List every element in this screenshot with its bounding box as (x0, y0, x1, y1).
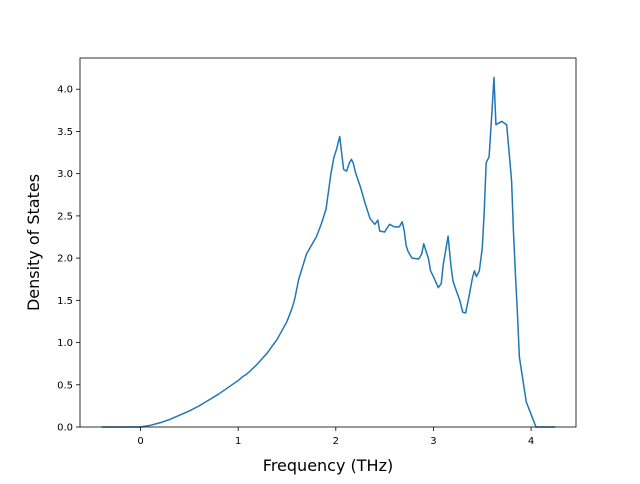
y-axis-title: Density of States (24, 174, 43, 311)
y-tick-label: 3.5 (57, 127, 73, 138)
x-axis: 0 1 2 3 4 (137, 427, 534, 447)
y-tick-label: 2.5 (57, 211, 73, 222)
x-tick-label: 1 (235, 436, 241, 447)
y-tick-label: 0.0 (57, 423, 73, 434)
y-tick-label: 4.0 (57, 85, 73, 96)
plot-area (101, 76, 556, 428)
y-tick-label: 1.5 (57, 296, 73, 307)
x-tick-label: 3 (430, 436, 436, 447)
x-tick-label: 0 (137, 436, 143, 447)
dos-series-line (101, 76, 556, 428)
y-tick-label: 3.0 (57, 169, 73, 180)
plot-frame (79, 57, 577, 428)
y-tick-label: 1.0 (57, 338, 73, 349)
x-axis-title: Frequency (THz) (263, 456, 393, 475)
y-tick-label: 0.5 (57, 380, 73, 391)
x-tick-label: 2 (333, 436, 339, 447)
y-axis: 0.0 0.5 1.0 1.5 2.0 2.5 3.0 3.5 4.0 (57, 85, 80, 434)
y-tick-label: 2.0 (57, 254, 73, 265)
x-tick-label: 4 (528, 436, 534, 447)
